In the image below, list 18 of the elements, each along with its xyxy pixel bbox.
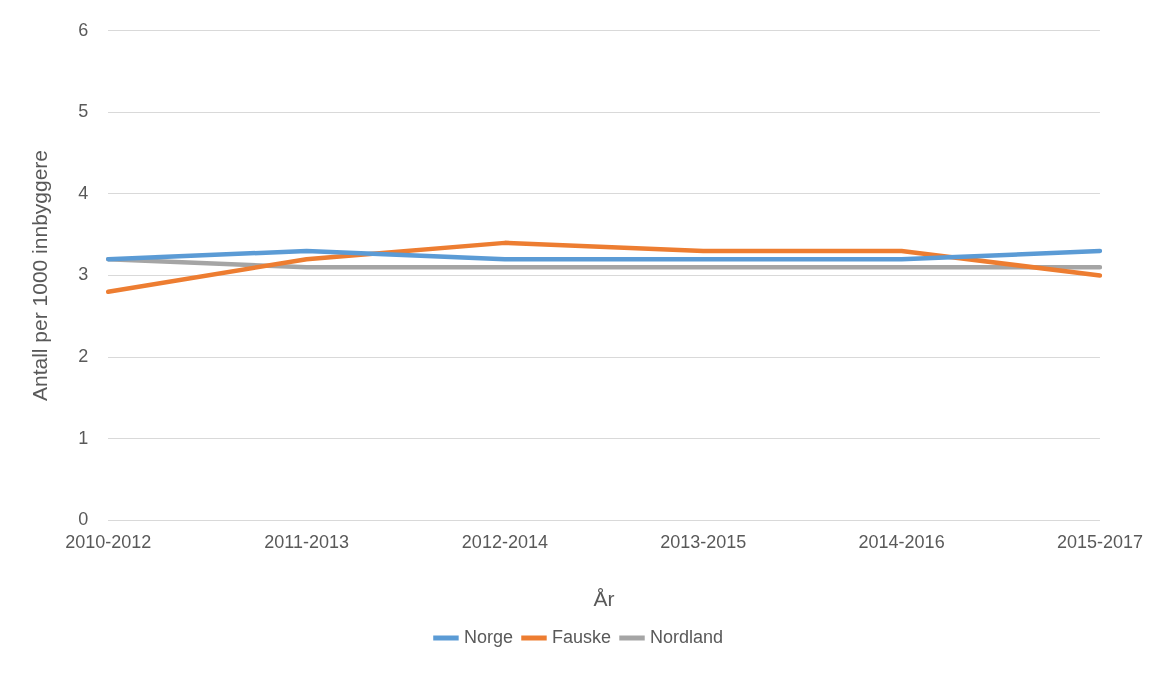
y-tick-label: 6 [78, 19, 89, 40]
y-tick-label: 1 [78, 427, 89, 448]
x-tick-label: 2011-2013 [264, 531, 349, 552]
y-tick-label: 2 [78, 346, 89, 367]
legend-label: Nordland [650, 626, 724, 647]
y-tick-label: 4 [78, 182, 89, 203]
x-tick-label: 2015-2017 [1056, 531, 1144, 552]
x-tick-label: 2013-2015 [660, 531, 747, 552]
x-tick-label: 2010-2012 [65, 531, 152, 552]
y-tick-label: 5 [78, 101, 89, 122]
x-axis-title: År [593, 587, 615, 611]
y-tick-label: 3 [78, 264, 89, 285]
x-tick-label: 2012-2014 [461, 531, 548, 552]
legend-label: Fauske [551, 626, 612, 647]
legend-label: Norge [463, 626, 513, 647]
x-tick-label: 2014-2016 [858, 531, 945, 552]
y-tick-label: 0 [78, 509, 89, 530]
y-axis-title: Antall per 1000 innbyggere [28, 149, 52, 402]
